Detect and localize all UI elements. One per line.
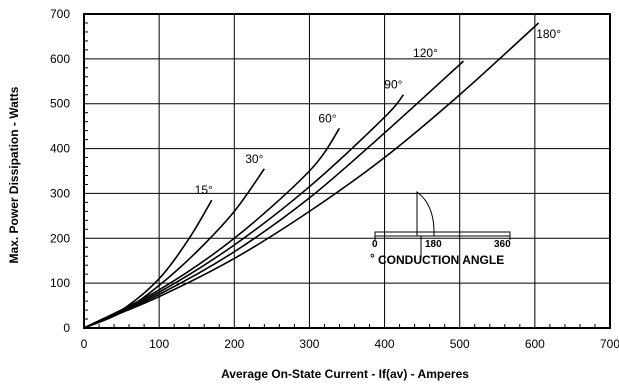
- y-axis-label: Max. Power Dissipation - Watts: [7, 86, 21, 263]
- series-line: [83, 168, 265, 329]
- y-tick-label: 600: [50, 52, 70, 66]
- x-tick-label: 0: [81, 337, 88, 351]
- x-tick-labels: 0 100 200 300 400 500 600 700: [81, 337, 619, 351]
- plot-frame: [83, 13, 611, 329]
- series-label: 120°: [413, 46, 438, 60]
- x-tick-label: 400: [375, 337, 395, 351]
- minor-ticks: [84, 22, 596, 328]
- series-line: [83, 22, 540, 329]
- series-line: [83, 94, 404, 329]
- y-tick-label: 200: [50, 231, 70, 245]
- x-tick-label: 300: [299, 337, 319, 351]
- series-line: [83, 60, 465, 329]
- inset-label-0: 0: [372, 239, 378, 250]
- x-tick-label: 600: [525, 337, 545, 351]
- x-tick-label: 100: [149, 337, 169, 351]
- series-labels: 15° 30° 60° 90° 120° 180°: [195, 27, 562, 197]
- series-label: 180°: [536, 27, 561, 41]
- series-label: 60°: [318, 111, 336, 125]
- x-tick-label: 700: [600, 337, 619, 351]
- y-tick-label: 0: [63, 321, 70, 335]
- inset-label-360: 360: [494, 239, 511, 250]
- y-tick-label: 100: [50, 276, 70, 290]
- x-axis-label: Average On-State Current - If(av) - Ampe…: [221, 367, 469, 381]
- inset-label-180: 180: [425, 239, 442, 250]
- inset-scale-bracket: [374, 231, 511, 240]
- series-lines: [83, 22, 540, 329]
- inset-waveform: [416, 191, 435, 237]
- inset-degree-symbol: °: [370, 251, 375, 265]
- series-label: 30°: [245, 152, 263, 166]
- y-tick-label: 300: [50, 186, 70, 200]
- y-tick-label: 700: [50, 7, 70, 21]
- inset-caption: CONDUCTION ANGLE: [378, 253, 504, 267]
- y-tick-labels: 0 100 200 300 400 500 600 700: [50, 7, 70, 335]
- x-tick-label: 200: [224, 337, 244, 351]
- grid-lines: [84, 14, 610, 328]
- y-tick-label: 400: [50, 142, 70, 156]
- conduction-angle-inset: 0 180 360 ° CONDUCTION ANGLE: [370, 191, 511, 267]
- series-label: 15°: [195, 183, 213, 197]
- series-line: [83, 199, 213, 329]
- series-line: [83, 127, 341, 329]
- x-tick-label: 500: [450, 337, 470, 351]
- y-tick-label: 500: [50, 97, 70, 111]
- series-label: 90°: [384, 78, 402, 92]
